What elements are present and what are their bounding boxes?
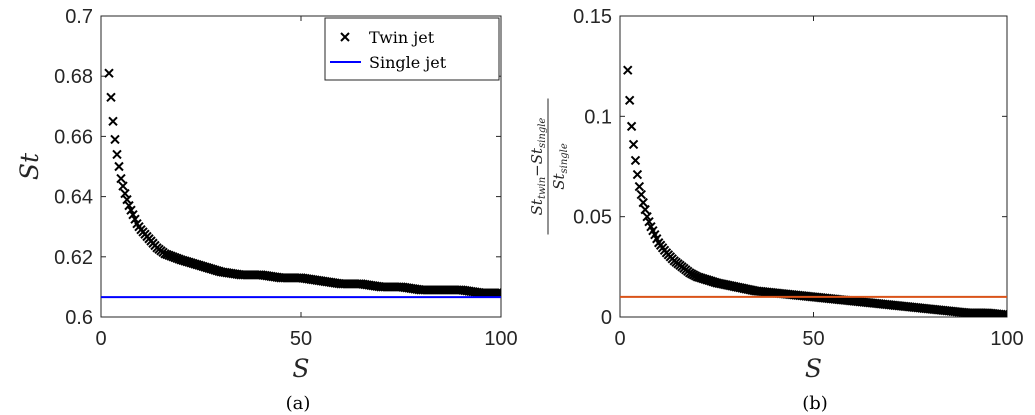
data-point [1000,310,1007,317]
panel-a: 0 50 100 0.6 0.62 0.64 0.66 0.68 0.7 S (a) St Twin j… [15,6,518,414]
data-point [640,204,650,215]
y-tick-label: 0.1 [584,106,612,128]
data-point [644,216,654,227]
y-label-denominator: Stsingle [550,143,570,190]
data-point [104,68,114,78]
data-point [118,181,128,191]
y-label-numerator: Sttwin−Stsingle [528,118,548,216]
data-point [120,188,130,199]
x-tick-label: 50 [290,328,312,350]
data-point [623,65,633,75]
plot-area [620,65,1007,317]
numerator-symbol: St [528,198,546,215]
data-point [122,194,132,205]
data-point [638,197,648,208]
panel-caption: (a) [286,393,311,414]
numerator-subscript: single [537,118,548,148]
y-tick-label: 0.68 [54,66,93,88]
data-point [116,173,126,184]
data-point [1002,310,1007,317]
y-tick-label: 0.7 [65,6,93,28]
axes-box [619,15,1008,318]
data-point [632,169,643,180]
legend-label-single-jet: Single jet [369,53,447,72]
numerator-subscript: twin [537,177,548,199]
data-point [110,134,120,145]
data-point [112,149,122,160]
legend-box [324,17,500,81]
data-point [634,181,645,192]
denominator-symbol: St [550,173,568,190]
y-tick-label: 0.62 [54,247,93,269]
x-axis-label: S [292,354,309,383]
x-tick-label: 0 [95,328,106,350]
data-point [642,211,652,222]
x-tick-label: 100 [484,328,517,350]
panel-caption: (b) [802,393,828,414]
panel-b: 0 50 10000.050.10.15S(b)Sttwin−StsingleSts… [528,6,1024,414]
data-point [628,139,639,150]
x-tick-label: 100 [990,328,1023,350]
minus-sign: − [528,164,546,177]
y-tick-label: 0.66 [54,126,93,148]
legend-marker-twin-jet [340,32,350,42]
x-axis-label: S [805,354,822,383]
denominator-subscript: single [559,143,570,173]
data-point [496,288,501,298]
data-point [630,155,641,166]
y-tick-label: 0.05 [573,207,612,229]
data-point [636,189,646,200]
y-tick-label: 0 [601,307,612,329]
data-point [626,121,637,132]
y-tick-label: 0.15 [573,6,612,28]
plot-area [101,68,501,299]
legend: Twin jet Single jet [324,17,500,81]
data-point [494,288,501,298]
y-axis-label: St [15,152,44,180]
data-point [624,95,635,105]
data-point [114,161,124,172]
y-tick-label: 0.64 [54,187,93,209]
x-tick-label: 50 [802,328,824,350]
data-point [106,92,116,102]
data-point [998,309,1007,317]
data-point [108,116,118,127]
y-tick-label: 0.6 [65,307,93,329]
legend-label-twin-jet: Twin jet [369,28,435,47]
x-tick-label: 0 [614,328,625,350]
numerator-symbol: St [528,147,546,164]
